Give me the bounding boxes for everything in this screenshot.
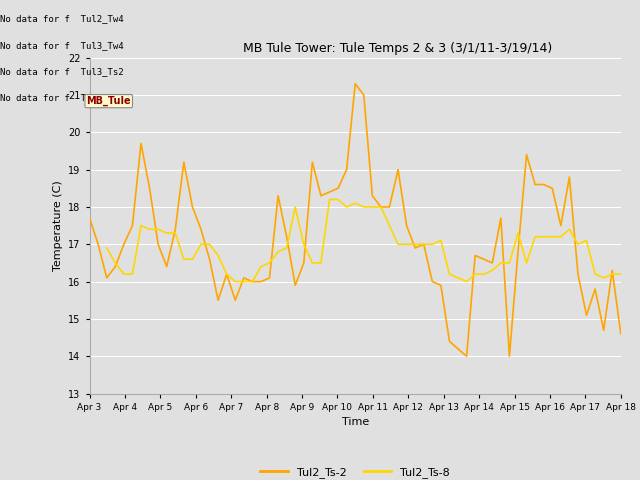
- Legend: Tul2_Ts-2, Tul2_Ts-8: Tul2_Ts-2, Tul2_Ts-8: [256, 462, 454, 480]
- Text: MB_Tule: MB_Tule: [86, 96, 131, 106]
- Text: No data for f  Tul3_Ts8: No data for f Tul3_Ts8: [0, 94, 124, 103]
- Y-axis label: Temperature (C): Temperature (C): [52, 180, 63, 271]
- Text: No data for f  Tul3_Tw4: No data for f Tul3_Tw4: [0, 41, 124, 50]
- Text: No data for f  Tul2_Tw4: No data for f Tul2_Tw4: [0, 14, 124, 24]
- Text: No data for f  Tul3_Ts2: No data for f Tul3_Ts2: [0, 67, 124, 76]
- X-axis label: Time: Time: [342, 417, 369, 427]
- Title: MB Tule Tower: Tule Temps 2 & 3 (3/1/11-3/19/14): MB Tule Tower: Tule Temps 2 & 3 (3/1/11-…: [243, 42, 552, 55]
